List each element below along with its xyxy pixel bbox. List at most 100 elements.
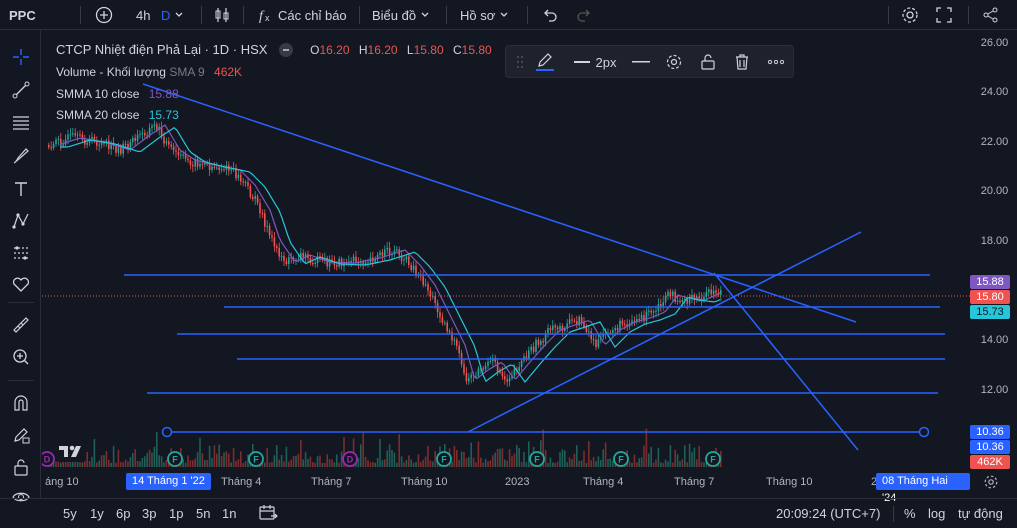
price-chart[interactable]: F F D F F F FD (42, 31, 970, 470)
profile-menu[interactable]: Hồ sơ (460, 0, 509, 30)
line-width-label: 2px (595, 54, 617, 70)
zoom-in-icon (13, 349, 29, 365)
auto-scale-toggle[interactable]: tự động (958, 506, 1003, 521)
percent-scale-toggle[interactable]: % (904, 506, 916, 521)
volume-bar (696, 459, 698, 467)
volume-bar (184, 462, 187, 467)
candle-body (69, 134, 72, 136)
interval-d[interactable]: D (161, 0, 184, 30)
candle-body (115, 146, 117, 153)
volume-bar (583, 450, 585, 467)
measure-tool[interactable] (8, 312, 34, 338)
goto-date-button[interactable] (258, 504, 278, 525)
volume-bar (100, 455, 103, 467)
range-1m[interactable]: 1p (169, 506, 184, 521)
volume-bar (422, 459, 424, 467)
volume-bar (674, 449, 676, 467)
candle-body (386, 247, 388, 250)
lock-drawing-button[interactable] (698, 53, 718, 71)
volume-bar (187, 455, 189, 467)
fullscreen-button[interactable] (935, 0, 953, 30)
candle-body (609, 332, 612, 334)
fib-tool[interactable] (8, 110, 34, 136)
magnet-tool[interactable] (8, 390, 34, 416)
trendline-tool[interactable] (8, 77, 34, 103)
volume-bar (525, 462, 528, 467)
range-5y[interactable]: 5y (63, 506, 77, 521)
price-tick: 12.00 (980, 384, 1009, 396)
pattern-icon (12, 213, 29, 229)
trendline-drawing (142, 83, 857, 323)
volume-bar (276, 445, 278, 467)
redo-button[interactable] (575, 0, 593, 30)
time-axis[interactable]: áng 10 Tháng 4 Tháng 7 Tháng 10 2023 Thá… (42, 470, 970, 504)
volume-bar (508, 449, 511, 467)
brush-tool[interactable] (8, 143, 34, 169)
time-tick: Tháng 7 (311, 476, 352, 488)
share-button[interactable] (982, 0, 1000, 30)
line-color-button[interactable] (535, 53, 555, 71)
collapse-legend-button[interactable] (278, 42, 293, 57)
candle-body (177, 151, 180, 156)
candle-body (336, 265, 338, 267)
candle-body (168, 141, 170, 145)
volume-bar (518, 448, 520, 467)
prediction-tool[interactable] (8, 240, 34, 266)
favorites-tool[interactable] (8, 271, 34, 297)
tradingview-logo[interactable] (56, 440, 86, 462)
drag-handle[interactable] (510, 53, 530, 71)
candle-body (511, 375, 513, 379)
zoom-tool[interactable] (8, 344, 34, 370)
drawing-settings-button[interactable] (664, 53, 684, 71)
volume-bar (604, 442, 607, 467)
candle-body (331, 259, 333, 261)
more-options-button[interactable] (766, 53, 786, 71)
range-1d[interactable]: 1n (222, 506, 237, 521)
crosshair-tool[interactable] (8, 44, 34, 70)
undo-button[interactable] (541, 0, 559, 30)
volume-bar (158, 455, 160, 467)
volume-bar (148, 449, 151, 467)
open-value: 16.20 (319, 43, 350, 57)
delete-drawing-button[interactable] (732, 53, 752, 71)
event-marker-label: D (44, 455, 51, 465)
hide-drawings-tool[interactable] (8, 484, 34, 510)
settings-button[interactable] (900, 0, 920, 30)
volume-bar (220, 456, 223, 467)
range-5d[interactable]: 5n (196, 506, 211, 521)
volume-bar (336, 454, 338, 467)
low-value: 15.80 (413, 43, 444, 57)
event-marker-label: F (710, 455, 716, 465)
range-3m[interactable]: 3p (142, 506, 157, 521)
volume-bar (182, 459, 184, 467)
symbol-search[interactable]: PPC (9, 0, 36, 30)
volume-bar (578, 461, 580, 467)
lock-drawings-tool[interactable] (8, 454, 34, 480)
chart-type-menu[interactable]: Biểu đồ (372, 0, 430, 30)
candle-body (542, 341, 544, 343)
divider (359, 6, 360, 24)
interval-4h[interactable]: 4h (136, 0, 150, 30)
text-tool[interactable] (8, 176, 34, 202)
volume-bar (453, 445, 456, 467)
compare-button[interactable] (95, 0, 113, 30)
candle-body (540, 341, 542, 345)
axis-settings-button[interactable] (983, 474, 999, 493)
candle-body (151, 126, 153, 128)
volume-bar (103, 455, 105, 467)
pattern-tool[interactable] (8, 208, 34, 234)
smma20-legend: SMMA 20 close 15.73 (56, 108, 179, 122)
candle-body (280, 256, 283, 257)
candle-body (475, 375, 477, 377)
line-width-button[interactable]: 2px (570, 53, 620, 71)
fullscreen-icon (936, 7, 952, 23)
range-6m[interactable]: 6p (116, 506, 131, 521)
line-style-button[interactable] (631, 53, 651, 71)
volume-bar (549, 457, 552, 467)
log-scale-toggle[interactable]: log (928, 506, 946, 521)
clock-timezone[interactable]: 20:09:24 (UTC+7) (776, 506, 881, 521)
bar-style-button[interactable] (213, 0, 231, 30)
range-1y[interactable]: 1y (90, 506, 104, 521)
stay-drawing-tool[interactable] (8, 422, 34, 448)
